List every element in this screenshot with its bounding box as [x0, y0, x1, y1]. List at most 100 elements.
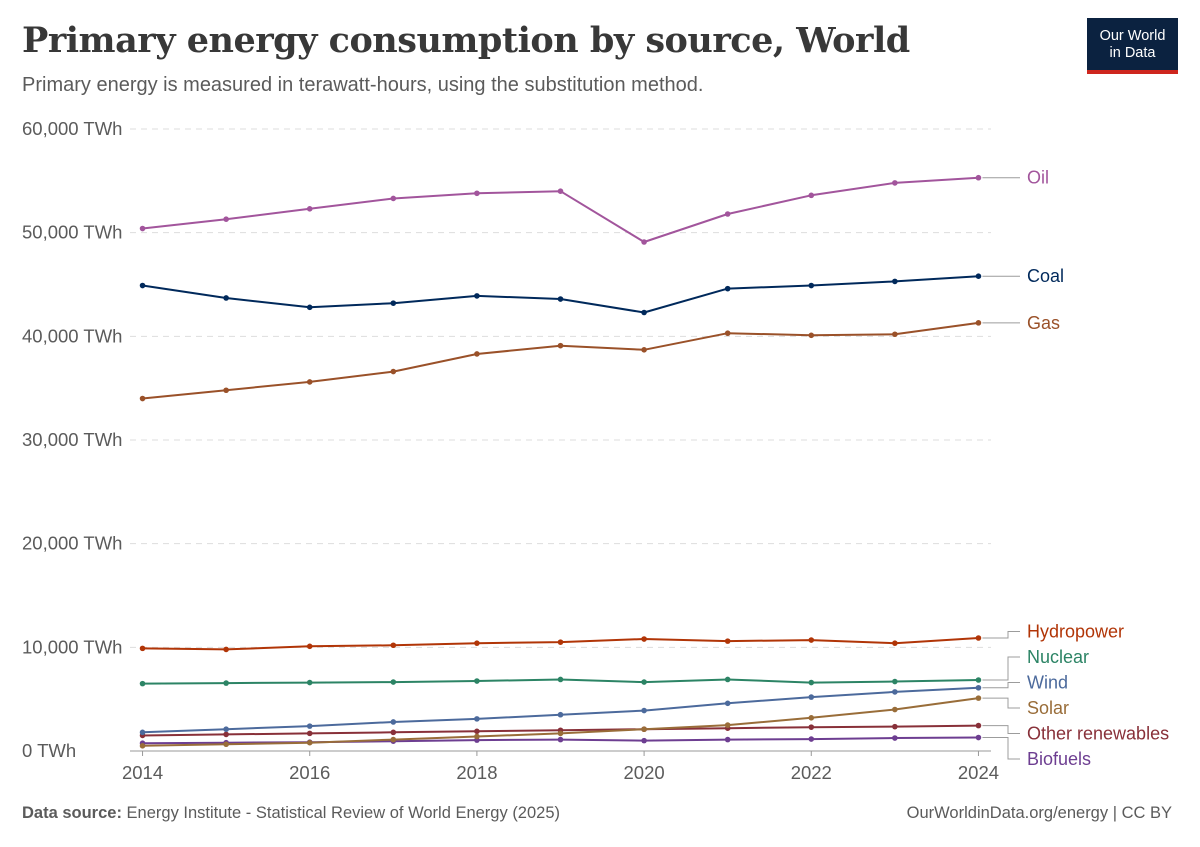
- data-point-hydropower: [557, 639, 564, 645]
- data-point-nuclear: [641, 679, 647, 685]
- data-point-gas: [390, 368, 397, 375]
- data-point-wind: [641, 707, 647, 714]
- data-point-coal: [306, 304, 313, 311]
- data-point-oil: [390, 195, 397, 202]
- data-point-coal: [223, 295, 229, 301]
- data-point-hydropower: [139, 645, 146, 652]
- x-tick-label: 2020: [624, 762, 665, 783]
- data-point-biofuels: [975, 734, 982, 741]
- label-connector-hydropower: [982, 631, 1020, 639]
- label-connector-nuclear: [982, 656, 1020, 681]
- y-tick-label: 50,000 TWh: [22, 222, 122, 243]
- data-point-wind: [724, 700, 731, 707]
- x-tick-label: 2016: [289, 762, 330, 783]
- y-tick-label: 10,000 TWh: [22, 636, 122, 657]
- data-point-gas: [474, 351, 480, 357]
- data-point-hydropower: [390, 642, 397, 649]
- data-point-nuclear: [557, 676, 564, 683]
- data-point-wind: [390, 719, 397, 725]
- data-point-solar: [892, 706, 898, 713]
- data-point-solar: [306, 739, 313, 746]
- y-tick-label: 30,000 TWh: [22, 429, 122, 450]
- y-tick-label: 20,000 TWh: [22, 533, 122, 554]
- data-point-wind: [557, 711, 564, 718]
- chart-subtitle: Primary energy is measured in terawatt-h…: [22, 74, 704, 96]
- data-point-gas: [724, 330, 731, 337]
- data-point-wind: [808, 694, 815, 700]
- data-point-other_renewables: [474, 728, 480, 735]
- series-label-other_renewables: Other renewables: [1027, 724, 1169, 744]
- data-point-coal: [557, 296, 564, 302]
- data-point-nuclear: [892, 678, 898, 685]
- series-line-gas: [142, 321, 979, 400]
- data-point-oil: [892, 180, 898, 186]
- data-point-gas: [139, 395, 146, 402]
- owid-logo[interactable]: Our World in Data: [1087, 18, 1178, 74]
- data-point-coal: [390, 300, 397, 306]
- x-tick-label: 2014: [122, 762, 163, 783]
- data-point-coal: [808, 282, 815, 289]
- data-point-oil: [641, 239, 647, 245]
- data-point-nuclear: [223, 680, 229, 686]
- data-point-nuclear: [474, 678, 480, 684]
- data-point-hydropower: [892, 640, 898, 646]
- data-point-biofuels: [641, 737, 647, 744]
- series-line-coal: [142, 275, 979, 314]
- chart-title: Primary energy consumption by source, Wo…: [22, 20, 910, 61]
- data-point-wind: [474, 716, 480, 722]
- y-tick-label: 60,000 TWh: [22, 118, 122, 139]
- data-point-other_renewables: [390, 729, 397, 736]
- data-point-hydropower: [808, 637, 815, 643]
- data-point-oil: [975, 174, 982, 181]
- data-point-solar: [139, 743, 146, 749]
- data-point-coal: [724, 285, 731, 292]
- data-point-biofuels: [724, 736, 731, 743]
- series-label-coal: Coal: [1027, 266, 1064, 286]
- line-chart: 0 TWh 10,000 TWh 20,000 TWh 30,000 TWh 40,00…: [22, 118, 1169, 783]
- data-source: Data source: Energy Institute - Statisti…: [22, 804, 560, 823]
- data-point-nuclear: [975, 677, 982, 683]
- data-point-hydropower: [641, 636, 647, 642]
- data-point-other_renewables: [808, 724, 815, 730]
- series-label-hydropower: Hydropower: [1027, 622, 1124, 642]
- data-point-other_renewables: [306, 730, 313, 737]
- data-point-solar: [223, 741, 229, 748]
- data-point-solar: [557, 730, 564, 737]
- data-point-biofuels: [557, 736, 564, 743]
- data-point-coal: [892, 278, 898, 285]
- data-point-coal: [975, 273, 982, 280]
- data-point-oil: [474, 190, 480, 197]
- series-label-nuclear: Nuclear: [1027, 647, 1089, 667]
- data-point-gas: [306, 379, 313, 385]
- data-point-gas: [223, 387, 229, 394]
- series-label-wind: Wind: [1027, 673, 1068, 693]
- x-tick-label: 2022: [791, 762, 832, 783]
- data-point-coal: [641, 309, 647, 316]
- label-connector-biofuels: [982, 737, 1020, 760]
- data-point-solar: [808, 715, 815, 721]
- data-point-solar: [474, 733, 480, 740]
- data-point-hydropower: [223, 646, 229, 653]
- series-label-oil: Oil: [1027, 168, 1049, 188]
- data-point-wind: [223, 726, 229, 733]
- data-point-wind: [139, 729, 146, 736]
- data-point-other_renewables: [892, 723, 898, 730]
- footer-link[interactable]: OurWorldinData.org/energy | CC BY: [906, 804, 1172, 822]
- data-point-oil: [223, 216, 229, 222]
- x-tick-label: 2024: [958, 762, 999, 783]
- data-source-text: Energy Institute - Statistical Review of…: [126, 804, 561, 822]
- data-point-solar: [641, 726, 647, 733]
- label-connector-solar: [982, 697, 1020, 709]
- data-point-biofuels: [808, 736, 815, 742]
- data-point-other_renewables: [975, 722, 982, 729]
- data-point-coal: [474, 293, 480, 299]
- data-point-nuclear: [139, 680, 146, 687]
- data-point-coal: [139, 282, 146, 289]
- data-point-hydropower: [306, 643, 313, 650]
- logo-line-2: in Data: [1109, 45, 1156, 61]
- label-connector-other_renewables: [982, 725, 1020, 734]
- y-tick-label: 0 TWh: [22, 740, 76, 761]
- data-point-gas: [975, 320, 982, 326]
- data-point-oil: [306, 206, 313, 212]
- data-point-nuclear: [306, 679, 313, 686]
